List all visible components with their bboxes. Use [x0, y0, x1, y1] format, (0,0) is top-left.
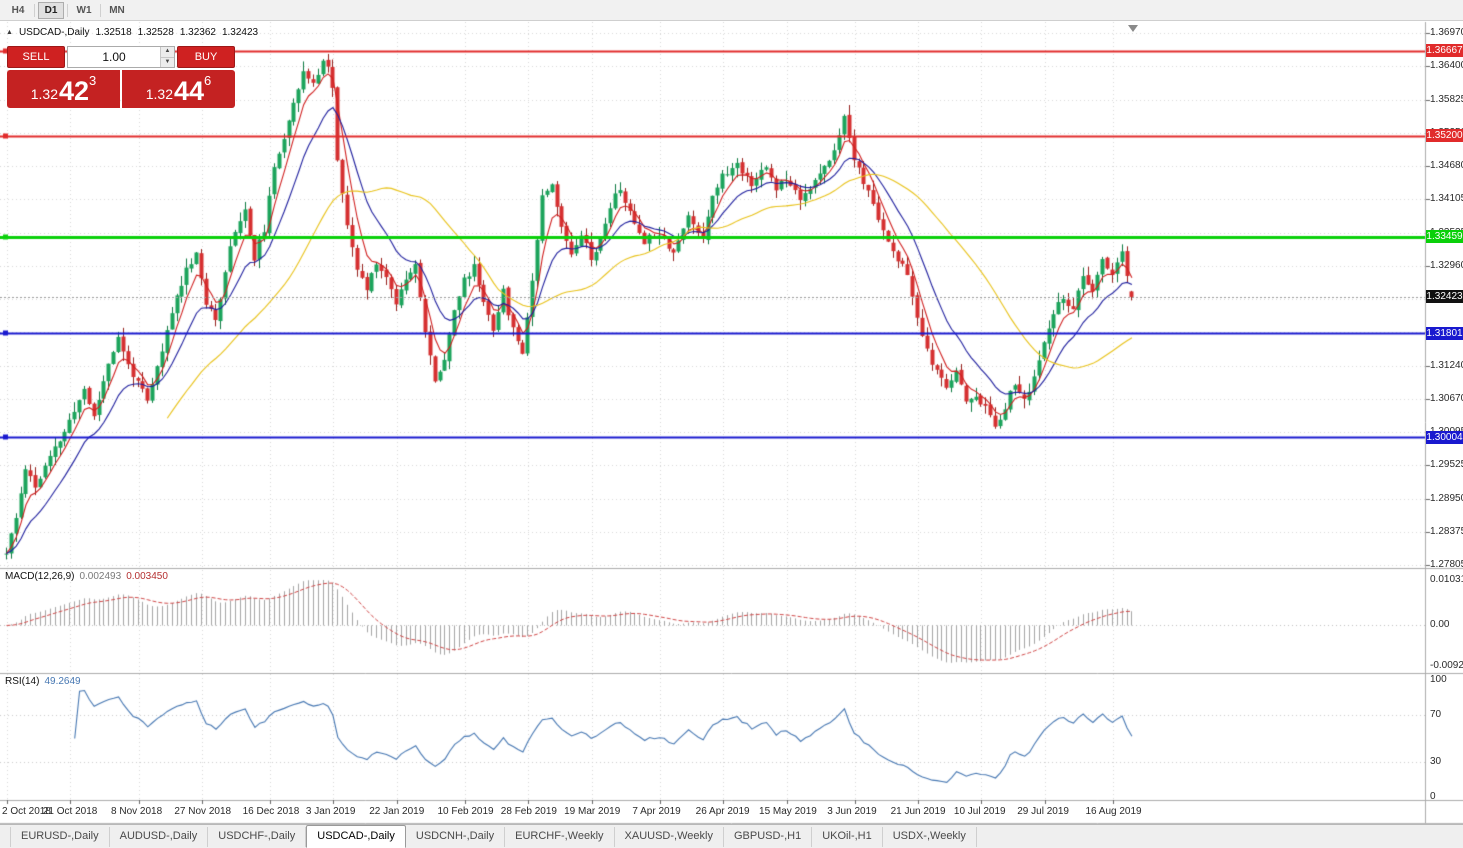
macd-main-value: 0.002493: [79, 571, 122, 582]
ohlc-close-value: 1.32423: [221, 27, 259, 38]
volume-down-arrow-icon[interactable]: ▼: [161, 57, 174, 67]
rsi-axis-label: 70: [1430, 709, 1442, 721]
chart-tab-usdcad-daily[interactable]: USDCAD-,Daily: [306, 825, 406, 848]
hline-price-label[interactable]: 1.35200: [1426, 129, 1463, 143]
volume-up-arrow-icon[interactable]: ▲: [161, 47, 174, 58]
buy-button[interactable]: BUY: [177, 46, 235, 68]
current-price-label: 1.32423: [1426, 290, 1463, 304]
toolbar-separator: [100, 3, 101, 17]
date-tick-label: 21 Jun 2019: [890, 806, 946, 817]
timeframe-button-w1[interactable]: W1: [71, 2, 97, 19]
chart-tab-ukoil-h1[interactable]: UKOil-,H1: [812, 827, 883, 847]
chart-tab-audusd-daily[interactable]: AUDUSD-,Daily: [110, 827, 209, 847]
price-tick-label: 1.27805: [1430, 559, 1463, 570]
buy-price-display[interactable]: 1.32 44 6: [122, 70, 235, 108]
chart-tab-usdx-weekly[interactable]: USDX-,Weekly: [883, 827, 977, 847]
macd-title: MACD(12,26,9): [5, 571, 75, 582]
one-click-trading-panel: SELL 1.00 ▲ ▼ BUY 1.32 42 3 1.32 44 6: [7, 46, 235, 108]
date-tick-label: 27 Nov 2018: [174, 806, 232, 817]
toolbar-separator: [67, 3, 68, 17]
time-axis[interactable]: 2 Oct 2018 21 Oct 2018 8 Nov 2018 27 Nov 20…: [0, 800, 1425, 823]
rsi-axis-label: 30: [1430, 755, 1442, 767]
date-tick-label: 22 Jan 2019: [369, 806, 425, 817]
date-tick-label: 3 Jun 2019: [827, 806, 877, 817]
price-tick-label: 1.34680: [1430, 160, 1463, 171]
hline-price-label[interactable]: 1.30004: [1426, 430, 1463, 444]
price-tick-label: 1.36400: [1430, 60, 1463, 72]
chart-tab-eurusd-daily[interactable]: EURUSD-,Daily: [10, 827, 110, 847]
chart-tab-bar: EURUSD-,Daily AUDUSD-,Daily USDCHF-,Daily U…: [0, 824, 1463, 848]
volume-stepper[interactable]: 1.00 ▲ ▼: [67, 46, 175, 68]
chart-ohlc-header: ▲ USDCAD-,Daily 1.32518 1.32528 1.32362 …: [6, 27, 258, 38]
ohlc-high-value: 1.32528: [137, 27, 174, 38]
date-tick-label: 28 Feb 2019: [500, 806, 557, 817]
chart-tab-usdchf-daily[interactable]: USDCHF-,Daily: [208, 827, 307, 847]
volume-value: 1.00: [102, 50, 126, 64]
hline-price-label[interactable]: 1.36667: [1426, 44, 1463, 58]
date-tick-label: 29 Jul 2019: [1017, 806, 1069, 817]
timeframe-button-h4[interactable]: H4: [5, 2, 31, 19]
macd-axis-max-label: 0.010311: [1430, 574, 1463, 585]
sell-button[interactable]: SELL: [7, 46, 65, 68]
chart-tab-eurchf-weekly[interactable]: EURCHF-,Weekly: [505, 827, 615, 847]
chart-tab-usdcnh-daily[interactable]: USDCNH-,Daily: [406, 827, 506, 847]
chart-tab-gbpusd-h1[interactable]: GBPUSD-,H1: [724, 827, 813, 847]
rsi-title: RSI(14): [5, 676, 40, 687]
date-tick-label: 16 Aug 2019: [1085, 806, 1142, 817]
buy-price-prefix: 1.32: [145, 86, 173, 102]
rsi-axis-label: 100: [1430, 674, 1447, 685]
one-click-collapse-icon[interactable]: ▲: [6, 29, 13, 36]
sell-price-big-digits: 42: [58, 76, 90, 106]
price-tick-label: 1.35825: [1430, 93, 1463, 105]
date-tick-label: 26 Apr 2019: [695, 806, 750, 817]
ohlc-open-value: 1.32518: [95, 27, 132, 38]
toolbar-separator: [34, 3, 35, 17]
price-tick-label: 1.32960: [1430, 259, 1463, 271]
date-tick-label: 8 Nov 2018: [111, 806, 163, 817]
hline-price-label[interactable]: 1.31801: [1426, 326, 1463, 340]
chart-shift-marker[interactable]: [1128, 25, 1138, 32]
date-tick-label: 7 Apr 2019: [632, 806, 681, 817]
price-tick-label: 1.36970: [1430, 27, 1463, 38]
price-axis[interactable]: 1.369701.364001.358251.352501.346801.341…: [1426, 22, 1463, 823]
hline-price-label[interactable]: 1.33459: [1426, 230, 1463, 244]
price-tick-label: 1.28950: [1430, 492, 1463, 504]
macd-axis-zero-label: 0.00: [1430, 619, 1450, 631]
buy-price-pipette: 6: [204, 73, 212, 88]
price-tick-label: 1.30670: [1430, 392, 1463, 404]
price-tick-label: 1.34105: [1430, 193, 1463, 205]
macd-signal-value: 0.003450: [126, 571, 168, 582]
chart-symbol-label: USDCAD-,Daily: [18, 27, 90, 38]
date-tick-label: 2 Oct 2018: [2, 806, 51, 817]
chart-tab-xauusd-weekly[interactable]: XAUUSD-,Weekly: [615, 827, 724, 847]
date-tick-label: 3 Jan 2019: [305, 806, 356, 817]
date-tick-label: 16 Dec 2018: [242, 806, 300, 817]
timeframe-button-mn[interactable]: MN: [104, 2, 130, 19]
date-tick-label: 10 Jul 2019: [953, 806, 1006, 817]
price-tick-label: 1.28375: [1430, 525, 1463, 537]
rsi-value: 49.2649: [44, 676, 81, 687]
macd-indicator-label: MACD(12,26,9) 0.002493 0.003450: [5, 571, 173, 582]
date-tick-label: 21 Oct 2018: [42, 806, 98, 817]
rsi-axis-label: 0: [1430, 791, 1436, 802]
sell-price-display[interactable]: 1.32 42 3: [7, 70, 120, 108]
timeframe-toolbar: H4 D1 W1 MN: [0, 0, 1463, 21]
ohlc-low-value: 1.32362: [179, 27, 216, 38]
date-tick-label: 15 May 2019: [759, 806, 817, 817]
volume-spin-buttons: ▲ ▼: [160, 47, 174, 67]
sell-price-prefix: 1.32: [30, 86, 58, 102]
price-tick-label: 1.31240: [1430, 359, 1463, 371]
buy-price-big-digits: 44: [173, 76, 205, 106]
price-tick-label: 1.29525: [1430, 459, 1463, 471]
rsi-indicator-label: RSI(14) 49.2649: [5, 676, 86, 687]
sell-price-pipette: 3: [89, 73, 97, 88]
date-tick-label: 19 Mar 2019: [564, 806, 621, 817]
date-tick-label: 10 Feb 2019: [437, 806, 494, 817]
macd-axis-min-label: -0.009203: [1430, 660, 1463, 671]
timeframe-button-d1[interactable]: D1: [38, 1, 64, 19]
